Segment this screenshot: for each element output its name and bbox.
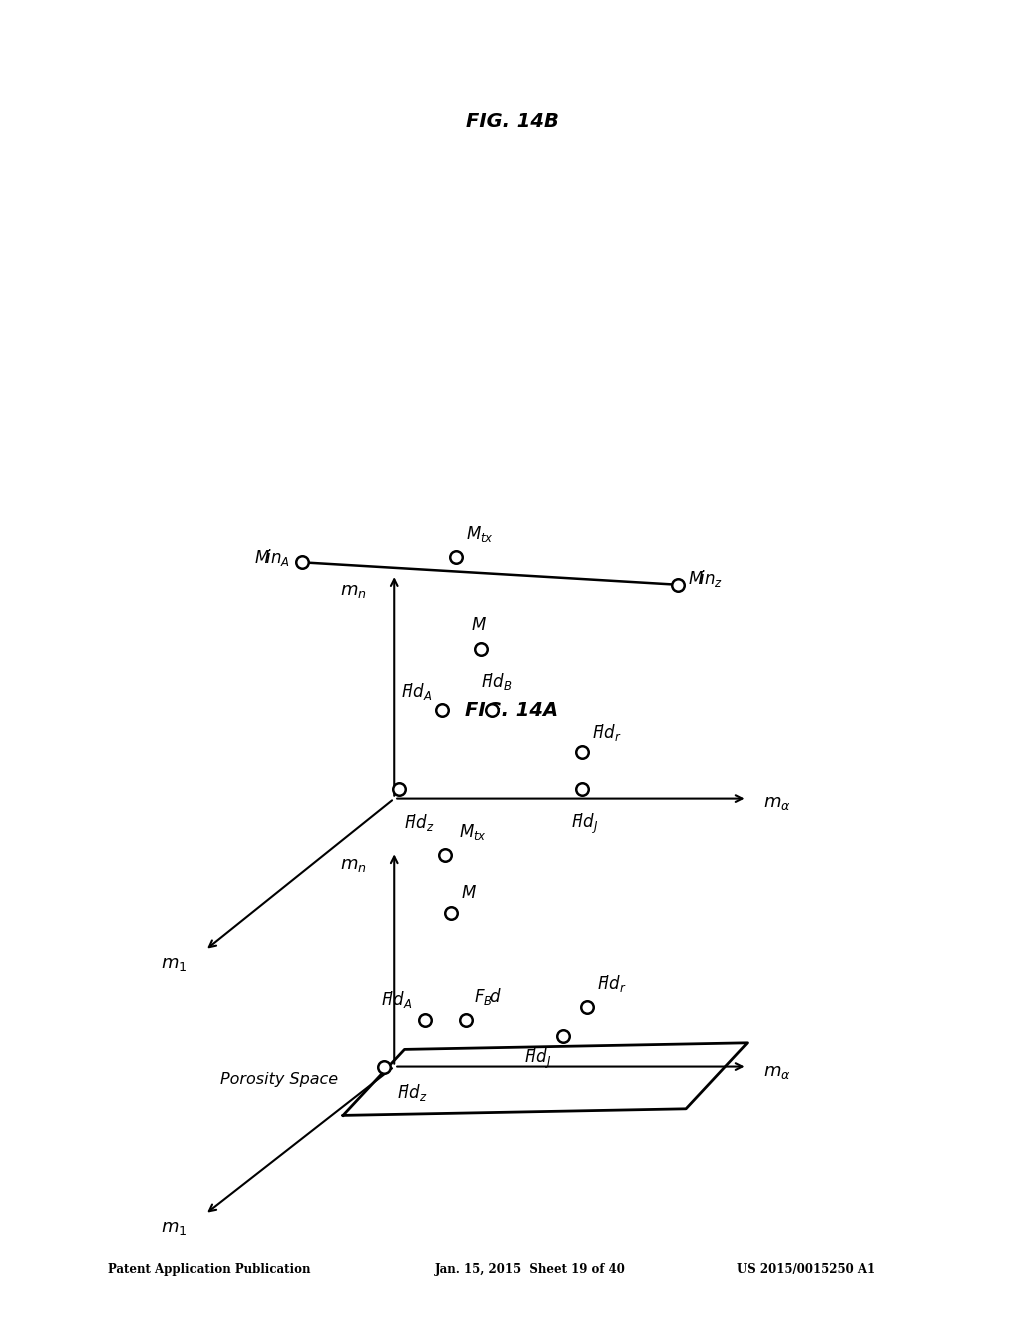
Text: $F\!ld_A$: $F\!ld_A$	[401, 681, 432, 702]
Text: $m_n$: $m_n$	[340, 582, 367, 601]
Text: $F\!ld_z$: $F\!ld_z$	[404, 812, 435, 833]
Text: $m_{\alpha}$: $m_{\alpha}$	[763, 793, 791, 812]
Text: $M\!in_A$: $M\!in_A$	[254, 546, 290, 568]
Text: FIG. 14A: FIG. 14A	[466, 701, 558, 719]
Text: $M$: $M$	[471, 615, 487, 634]
Text: $m_{\alpha}$: $m_{\alpha}$	[763, 1063, 791, 1081]
Text: $m_n$: $m_n$	[340, 855, 367, 874]
Text: US 2015/0015250 A1: US 2015/0015250 A1	[737, 1263, 876, 1276]
Text: $F\!ld_z$: $F\!ld_z$	[397, 1082, 428, 1104]
Text: $F\!ld_r$: $F\!ld_r$	[592, 722, 622, 743]
Text: $M\!in_z$: $M\!in_z$	[688, 568, 723, 589]
Text: $M$: $M$	[461, 883, 477, 902]
Text: $F\!ld_J$: $F\!ld_J$	[571, 812, 598, 836]
Text: $M_{tx}$: $M_{tx}$	[459, 822, 486, 842]
Text: Jan. 15, 2015  Sheet 19 of 40: Jan. 15, 2015 Sheet 19 of 40	[435, 1263, 626, 1276]
Text: $F\!ld_J$: $F\!ld_J$	[524, 1047, 551, 1071]
Text: $M_{tx}$: $M_{tx}$	[466, 524, 494, 544]
Text: FIG. 14B: FIG. 14B	[466, 112, 558, 131]
Text: Patent Application Publication: Patent Application Publication	[108, 1263, 310, 1276]
Text: $m_1$: $m_1$	[161, 954, 187, 973]
Text: $F_{B}\!d$: $F_{B}\!d$	[474, 986, 502, 1007]
Text: $m_1$: $m_1$	[161, 1218, 187, 1237]
Text: $F\!ld_A$: $F\!ld_A$	[382, 989, 413, 1010]
Text: $F\!ld_B$: $F\!ld_B$	[481, 671, 513, 692]
Text: $F\!ld_r$: $F\!ld_r$	[597, 973, 627, 994]
Text: Porosity Space: Porosity Space	[220, 1072, 338, 1088]
